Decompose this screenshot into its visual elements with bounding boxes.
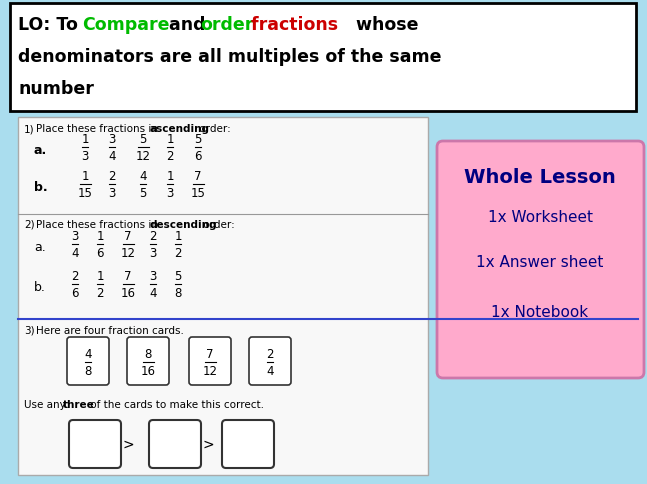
Text: >: > <box>122 437 134 451</box>
FancyBboxPatch shape <box>437 142 644 378</box>
Text: three: three <box>63 399 94 409</box>
Text: 7: 7 <box>206 348 214 360</box>
FancyBboxPatch shape <box>127 337 169 385</box>
Text: 1): 1) <box>24 124 35 134</box>
Text: 5: 5 <box>139 133 147 146</box>
Text: 7: 7 <box>194 170 202 182</box>
Text: Compare: Compare <box>82 16 170 34</box>
Text: fractions: fractions <box>245 16 338 34</box>
Text: 3: 3 <box>71 229 79 242</box>
Text: 5: 5 <box>139 187 147 199</box>
Text: 4: 4 <box>71 246 79 259</box>
Text: 16: 16 <box>140 364 155 377</box>
FancyBboxPatch shape <box>69 420 121 468</box>
Text: 1: 1 <box>166 133 174 146</box>
Text: whose: whose <box>350 16 419 34</box>
FancyBboxPatch shape <box>67 337 109 385</box>
Text: ascending: ascending <box>150 124 210 134</box>
Text: 3: 3 <box>166 187 173 199</box>
Text: 4: 4 <box>149 287 157 300</box>
Text: 1: 1 <box>96 229 104 242</box>
Text: 1: 1 <box>174 229 182 242</box>
Text: 2): 2) <box>24 220 35 229</box>
Text: 12: 12 <box>135 150 151 163</box>
Text: Here are four fraction cards.: Here are four fraction cards. <box>36 325 184 335</box>
Text: 12: 12 <box>120 246 135 259</box>
Text: 4: 4 <box>108 150 116 163</box>
Text: 1x Notebook: 1x Notebook <box>492 304 589 319</box>
Text: Place these fractions in: Place these fractions in <box>36 124 161 134</box>
Text: order:: order: <box>200 220 235 229</box>
Text: 15: 15 <box>78 187 93 199</box>
Text: 6: 6 <box>194 150 202 163</box>
Text: 8: 8 <box>174 287 182 300</box>
Text: 8: 8 <box>84 364 92 377</box>
FancyBboxPatch shape <box>18 118 428 475</box>
Text: 2: 2 <box>174 246 182 259</box>
FancyBboxPatch shape <box>149 420 201 468</box>
Text: 2: 2 <box>71 270 79 283</box>
Text: 12: 12 <box>203 364 217 377</box>
Text: 5: 5 <box>174 270 182 283</box>
FancyBboxPatch shape <box>10 4 636 112</box>
Text: a.: a. <box>34 144 47 157</box>
Text: 15: 15 <box>191 187 206 199</box>
FancyBboxPatch shape <box>189 337 231 385</box>
Text: 4: 4 <box>84 348 92 360</box>
Text: 6: 6 <box>71 287 79 300</box>
Text: b.: b. <box>34 181 48 194</box>
Text: 3: 3 <box>108 133 116 146</box>
Text: 8: 8 <box>144 348 151 360</box>
FancyBboxPatch shape <box>249 337 291 385</box>
Text: a.: a. <box>34 241 46 254</box>
Text: descending: descending <box>150 220 217 229</box>
Text: 1: 1 <box>96 270 104 283</box>
Text: 1x Answer sheet: 1x Answer sheet <box>476 255 604 270</box>
Text: Place these fractions in: Place these fractions in <box>36 220 161 229</box>
Text: 3: 3 <box>82 150 89 163</box>
Text: 3): 3) <box>24 325 35 335</box>
Text: order: order <box>200 16 254 34</box>
Text: b.: b. <box>34 280 46 293</box>
Text: 3: 3 <box>108 187 116 199</box>
Text: 4: 4 <box>267 364 274 377</box>
Text: 1: 1 <box>166 170 174 182</box>
Text: 5: 5 <box>194 133 202 146</box>
Text: order:: order: <box>196 124 231 134</box>
Text: LO: To: LO: To <box>18 16 84 34</box>
Text: of the cards to make this correct.: of the cards to make this correct. <box>87 399 264 409</box>
Text: 7: 7 <box>124 229 132 242</box>
FancyBboxPatch shape <box>222 420 274 468</box>
Text: 2: 2 <box>166 150 174 163</box>
Text: number: number <box>18 80 94 98</box>
Text: 2: 2 <box>149 229 157 242</box>
Text: 2: 2 <box>267 348 274 360</box>
Text: 7: 7 <box>124 270 132 283</box>
Text: 1: 1 <box>82 170 89 182</box>
Text: 16: 16 <box>120 287 135 300</box>
Text: >: > <box>202 437 214 451</box>
Text: 4: 4 <box>139 170 147 182</box>
Text: 6: 6 <box>96 246 104 259</box>
Text: 2: 2 <box>108 170 116 182</box>
Text: denominators are all multiples of the same: denominators are all multiples of the sa… <box>18 48 441 66</box>
Text: 3: 3 <box>149 270 157 283</box>
Text: 1: 1 <box>82 133 89 146</box>
Text: Whole Lesson: Whole Lesson <box>464 167 616 187</box>
Text: Use any: Use any <box>24 399 69 409</box>
Text: and: and <box>163 16 212 34</box>
Text: 3: 3 <box>149 246 157 259</box>
Text: 1x Worksheet: 1x Worksheet <box>487 210 593 225</box>
Text: 2: 2 <box>96 287 104 300</box>
